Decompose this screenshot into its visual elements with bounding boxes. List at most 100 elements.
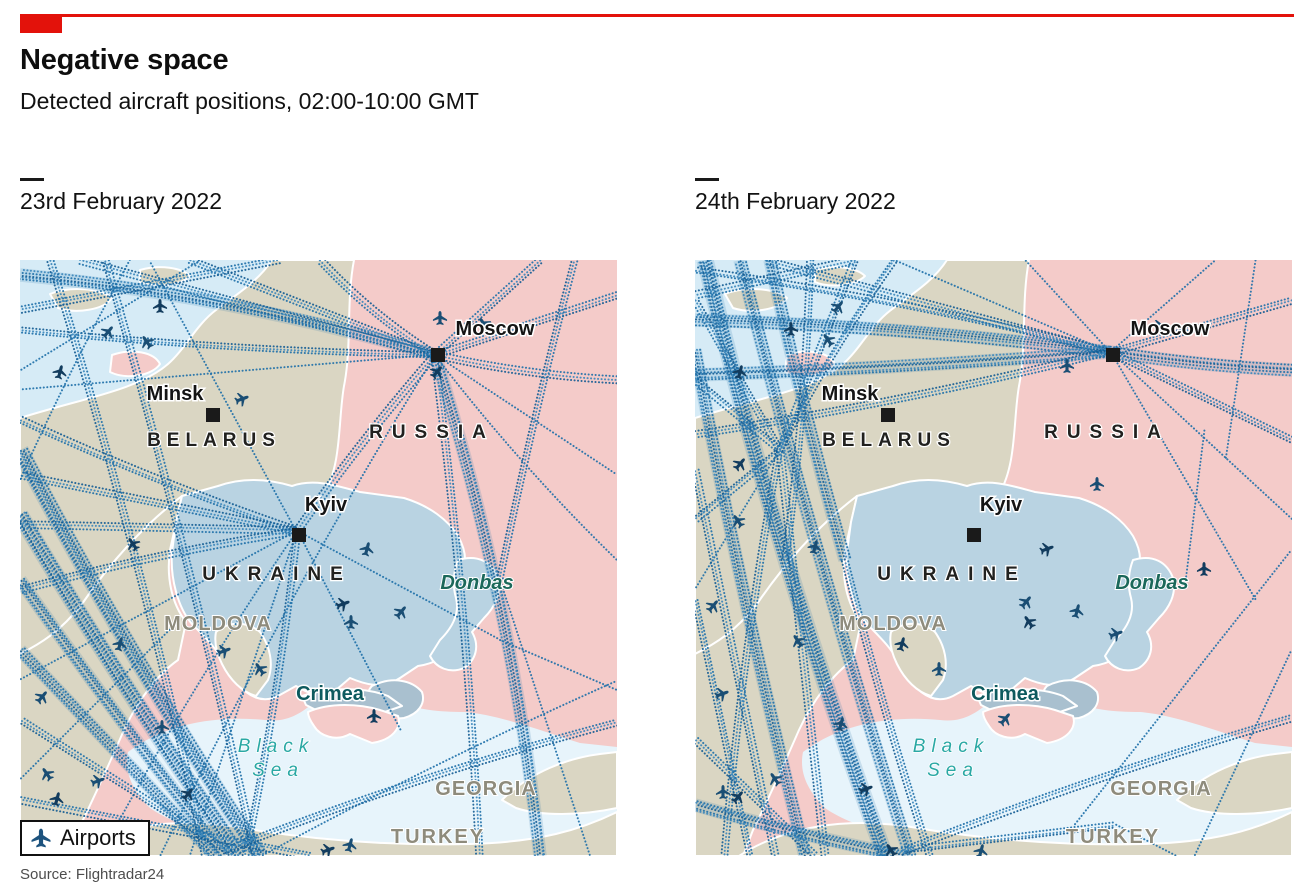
flight-trace bbox=[22, 447, 265, 856]
airplane-icon bbox=[1024, 616, 1037, 630]
source-note: Source: Flightradar24 bbox=[20, 866, 165, 883]
airplane-icon bbox=[730, 791, 743, 805]
airplane-icon bbox=[366, 709, 382, 723]
flight-trace bbox=[695, 324, 1111, 359]
flight-trace bbox=[101, 260, 254, 856]
map-label-black: Black bbox=[913, 736, 989, 757]
flight-trace bbox=[20, 585, 221, 856]
airplane-icon bbox=[432, 311, 448, 325]
flight-trace bbox=[697, 468, 780, 856]
flight-trace bbox=[148, 260, 298, 533]
airplane-icon bbox=[886, 844, 899, 856]
airplane-icon bbox=[429, 366, 442, 380]
airplane-icon bbox=[52, 365, 67, 380]
airplane-icon bbox=[255, 663, 268, 677]
flight-trace bbox=[20, 802, 297, 856]
flight-trace bbox=[20, 455, 258, 856]
airplane-icon bbox=[715, 785, 731, 799]
flight-trace bbox=[430, 354, 478, 856]
flight-trace bbox=[739, 260, 912, 856]
flight-trace bbox=[695, 355, 1112, 381]
flight-trace bbox=[498, 260, 576, 581]
flight-trace bbox=[431, 354, 539, 856]
flight-trace bbox=[723, 448, 781, 856]
flight-trace bbox=[437, 353, 545, 856]
flight-trace bbox=[20, 655, 210, 856]
flight-trace bbox=[20, 526, 298, 588]
airplane-icon bbox=[128, 538, 141, 552]
airplane-icon bbox=[807, 540, 822, 555]
map-label-sea: Sea bbox=[927, 760, 979, 781]
flight-trace bbox=[695, 315, 1112, 350]
flight-trace bbox=[695, 350, 1111, 436]
flight-trace bbox=[243, 529, 298, 856]
airplane-icon bbox=[1089, 477, 1105, 491]
map-label-ukraine: UKRAINE bbox=[202, 564, 352, 585]
flight-trace bbox=[20, 718, 237, 856]
flight-trace bbox=[20, 716, 238, 855]
flight-trace bbox=[20, 331, 436, 359]
airplane-icon bbox=[833, 717, 848, 732]
flight-trace bbox=[784, 260, 812, 562]
flight-trace bbox=[903, 821, 1116, 849]
airplane-icon bbox=[1196, 562, 1212, 576]
flight-trace bbox=[22, 576, 230, 855]
flight-trace bbox=[696, 598, 754, 856]
airplane-icon bbox=[90, 774, 105, 789]
flight-trace bbox=[737, 260, 910, 856]
flight-trace bbox=[20, 458, 256, 856]
airplane-icon bbox=[42, 768, 55, 782]
flight-trace bbox=[20, 618, 181, 781]
flight-trace bbox=[695, 304, 779, 453]
flight-trace bbox=[433, 354, 481, 856]
flight-trace bbox=[843, 559, 931, 856]
flight-trace bbox=[429, 355, 537, 856]
flight-trace bbox=[840, 559, 928, 856]
map-24-february: RUSSIA BELARUS UKRAINE MOLDOVA GEORGIA TURKEY… bbox=[695, 260, 1292, 856]
flight-trace bbox=[433, 291, 617, 354]
flight-trace bbox=[1224, 260, 1257, 462]
airplane-icon bbox=[1069, 604, 1084, 619]
map-23-february: RUSSIA BELARUS UKRAINE MOLDOVA GEORGIA TURKEY… bbox=[20, 260, 617, 856]
flight-trace bbox=[720, 448, 778, 856]
flight-trace bbox=[1108, 296, 1292, 351]
airplane-icon bbox=[714, 687, 729, 702]
flight-trace bbox=[695, 348, 808, 856]
flight-trace bbox=[763, 260, 1111, 354]
flight-trace bbox=[695, 742, 813, 856]
west-land bbox=[20, 495, 187, 856]
map-label-crimea: Crimea bbox=[971, 683, 1040, 705]
flight-trace bbox=[695, 348, 1111, 374]
flight-trace bbox=[744, 260, 917, 856]
airplane-icon bbox=[216, 644, 231, 659]
flight-trace bbox=[20, 268, 438, 351]
airplane-icon bbox=[320, 843, 335, 856]
map-label-belarus: BELARUS bbox=[822, 430, 956, 451]
flight-trace bbox=[695, 358, 804, 856]
flight-trace bbox=[20, 326, 437, 354]
flight-trace bbox=[20, 529, 298, 681]
airplane-icon bbox=[997, 713, 1010, 727]
flight-trace bbox=[225, 724, 617, 855]
airplane-icon bbox=[343, 615, 359, 629]
flight-trace bbox=[904, 826, 1117, 854]
flight-trace bbox=[704, 260, 887, 856]
flight-trace bbox=[696, 451, 784, 524]
flight-trace bbox=[695, 347, 1111, 433]
flight-trace bbox=[1114, 823, 1177, 856]
flight-trace bbox=[695, 807, 895, 856]
city-marker-minsk bbox=[206, 408, 220, 422]
airplane-icon bbox=[393, 606, 406, 620]
flight-trace bbox=[496, 260, 573, 581]
flight-trace bbox=[20, 276, 436, 358]
flight-trace bbox=[24, 510, 247, 854]
flight-trace bbox=[46, 260, 203, 856]
airplane-icon bbox=[112, 637, 127, 652]
flight-trace bbox=[20, 513, 242, 856]
flight-trace bbox=[20, 421, 298, 535]
moldova bbox=[214, 622, 272, 697]
flight-trace bbox=[103, 260, 256, 856]
map-canvas-23-february: RUSSIA BELARUS UKRAINE MOLDOVA GEORGIA TURKEY… bbox=[20, 260, 617, 856]
panel-tick bbox=[695, 178, 719, 181]
map-label-georgia: GEORGIA bbox=[435, 778, 536, 800]
